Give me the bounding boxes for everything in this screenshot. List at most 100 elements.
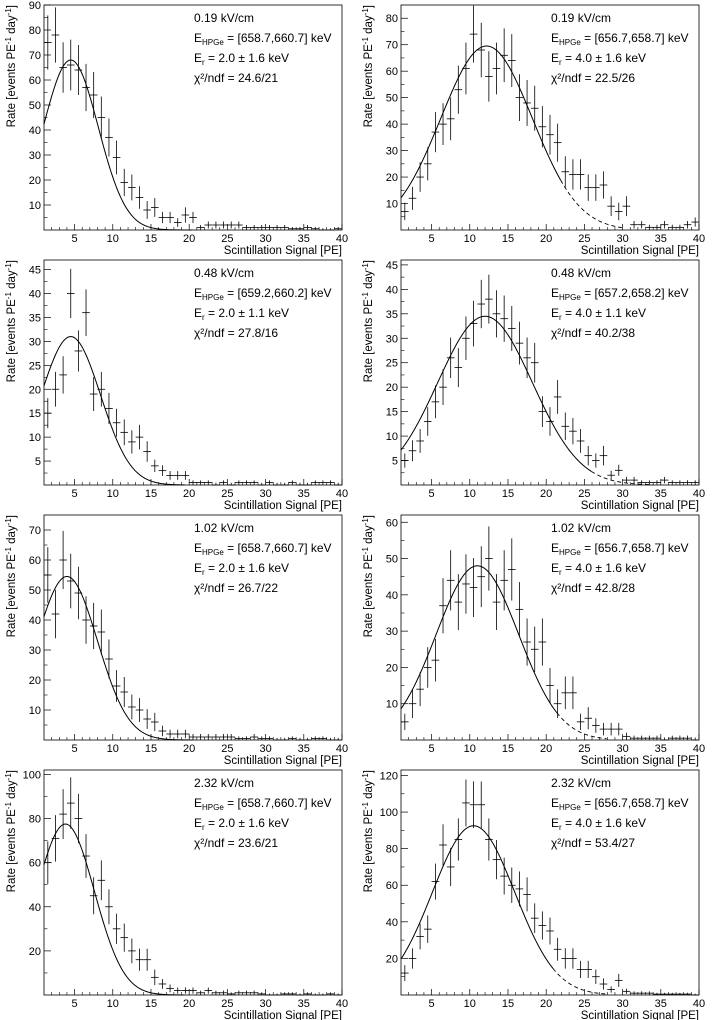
data-point: [44, 15, 52, 70]
data-point: [82, 63, 90, 112]
field-annotation: 0.19 kV/cm: [194, 11, 254, 25]
data-point: [408, 186, 417, 210]
data-point: [416, 162, 424, 192]
data-point: [120, 419, 129, 446]
data-point: [576, 429, 585, 453]
y-tick-label: 30: [29, 150, 41, 162]
data-point: [462, 554, 470, 614]
data-point: [485, 818, 493, 861]
data-point: [653, 480, 661, 485]
chi2-annotation: χ²/ndf = 26.7/22: [194, 581, 278, 595]
chart-svg: 5 10 15 20 25 30 35 40 20 40 60 80 100 Scintillation …: [4, 769, 348, 1020]
data-point: [150, 969, 159, 986]
data-point: [553, 937, 562, 961]
chart-panel: 5 10 15 20 25 30 35 40 10 20 30 40 50 60 70 Scintillati…: [0, 510, 357, 767]
chart-svg: 5 10 15 20 25 30 35 40 10 20 30 40 50 60 70 80 Scintilla…: [361, 4, 705, 257]
data-point: [637, 991, 646, 995]
data-point: [280, 482, 289, 486]
x-tick-label: 30: [616, 743, 628, 755]
x-tick-label: 5: [72, 233, 78, 245]
data-point: [326, 737, 335, 741]
data-point: [584, 174, 593, 201]
x-tick-label: 40: [693, 998, 705, 1010]
data-point: [630, 220, 638, 229]
data-point: [530, 903, 539, 933]
data-point: [227, 992, 236, 995]
chart-panel: 5 10 15 20 25 30 35 40 20 40 60 80 100 120 Scintillati…: [357, 765, 714, 1020]
data-point: [637, 220, 646, 229]
x-tick-label: 40: [693, 488, 705, 500]
chart-panel: 5 10 15 20 25 30 35 40 10 20 30 40 50 60 70 80 Scintilla…: [357, 0, 714, 257]
x-tick-label: 40: [693, 743, 705, 755]
data-point: [334, 226, 342, 230]
data-point: [189, 480, 197, 485]
data-point: [257, 482, 266, 486]
data-point: [630, 476, 638, 484]
x-tick-label: 30: [616, 233, 628, 245]
x-axis-label: Scintillation Signal [PE]: [581, 1010, 699, 1020]
y-tick-label: 80: [386, 844, 398, 856]
data-point: [227, 482, 236, 486]
data-point: [311, 993, 320, 996]
data-point: [189, 987, 197, 994]
x-tick-label: 15: [502, 743, 514, 755]
x-tick-label: 25: [221, 998, 233, 1010]
data-point: [462, 779, 470, 827]
data-point: [614, 202, 623, 221]
data-point: [477, 781, 486, 829]
y-tick-label: 20: [29, 675, 41, 687]
data-point: [97, 609, 106, 655]
data-point: [66, 39, 75, 91]
recoil-energy-annotation: Er = 2.0 ± 1.6 keV: [194, 51, 289, 67]
data-point: [135, 186, 144, 209]
x-tick-label: 15: [145, 233, 157, 245]
chart-svg: 5 10 15 20 25 30 35 40 10 20 30 40 50 60 70 80 90 Scintil…: [4, 0, 348, 257]
x-tick-label: 10: [464, 998, 476, 1010]
x-tick-label: 25: [221, 233, 233, 245]
data-point: [120, 677, 129, 707]
x-axis-label: Scintillation Signal [PE]: [224, 755, 342, 767]
data-point: [288, 992, 297, 995]
data-point: [189, 211, 197, 224]
data-point: [288, 226, 297, 230]
data-point: [334, 482, 342, 486]
y-tick-label: 30: [29, 645, 41, 657]
x-tick-label: 5: [72, 743, 78, 755]
y-tick-label: 60: [29, 858, 41, 870]
data-point: [645, 991, 654, 995]
x-tick-label: 20: [183, 998, 195, 1010]
x-tick-label: 20: [183, 233, 195, 245]
data-point: [538, 911, 547, 940]
data-point: [74, 45, 83, 95]
data-point: [622, 196, 631, 217]
fit-curve: [400, 315, 592, 472]
recoil-energy-annotation: Er = 2.0 ± 1.1 keV: [194, 306, 289, 322]
data-point: [166, 984, 174, 993]
y-tick-label: 70: [29, 50, 41, 62]
data-point: [423, 407, 432, 436]
data-point: [691, 737, 699, 741]
data-point: [607, 470, 615, 480]
y-tick-label: 40: [386, 917, 398, 929]
y-tick-label: 35: [29, 312, 41, 324]
data-point: [423, 147, 432, 181]
data-point: [334, 993, 342, 996]
data-point: [546, 667, 554, 704]
data-point: [143, 441, 151, 462]
y-tick-label: 120: [380, 770, 398, 782]
chi2-annotation: χ²/ndf = 42.8/28: [551, 581, 635, 595]
data-point: [257, 992, 266, 995]
y-tick-label: 50: [386, 554, 398, 566]
data-point: [553, 380, 562, 414]
x-tick-label: 15: [145, 488, 157, 500]
data-point: [546, 917, 554, 945]
data-point: [599, 722, 608, 736]
data-point: [477, 279, 486, 329]
y-tick-label: 40: [386, 284, 398, 296]
fit-curve-extrapolation: [560, 179, 622, 229]
x-tick-label: 40: [693, 233, 705, 245]
data-point: [219, 221, 228, 229]
data-point: [523, 80, 531, 126]
data-point: [181, 987, 190, 994]
y-axis-label: Rate [events PE-1 day-1]: [361, 5, 375, 127]
